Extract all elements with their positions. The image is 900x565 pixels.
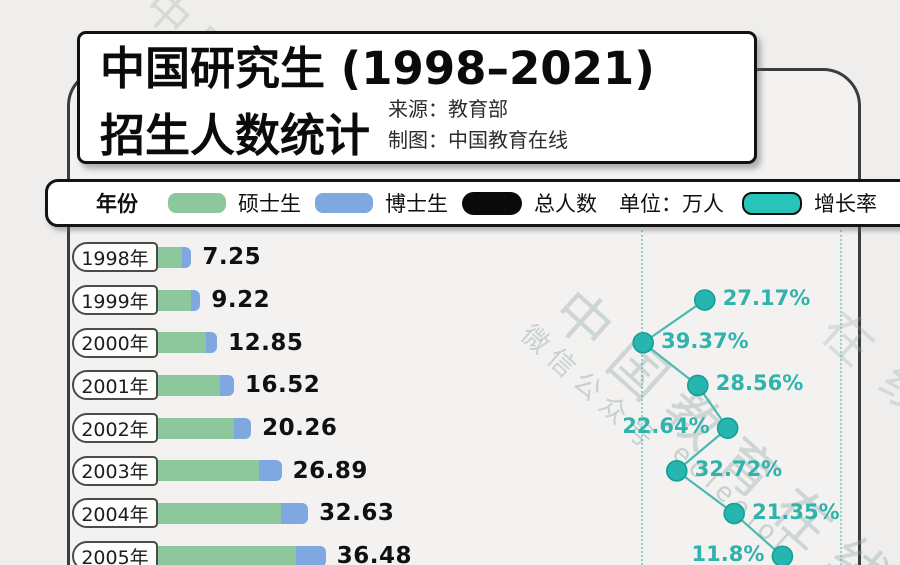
masters-bar-segment	[158, 246, 183, 268]
masters-bar-segment	[158, 545, 296, 565]
enrollment-bar	[158, 332, 218, 354]
bar-rows: 1998年 7.25 1999年 9.22 2000年 12.85 2001年 16.52 20…	[72, 236, 592, 565]
growth-label: 39.37%	[661, 328, 749, 353]
doctoral-swatch-icon	[315, 193, 373, 213]
doctoral-bar-segment	[220, 374, 234, 396]
year-pill: 2005年	[72, 541, 158, 565]
doctoral-bar-segment	[234, 417, 252, 439]
total-value: 36.48	[336, 543, 413, 565]
enrollment-bar	[158, 417, 252, 439]
enrollment-bar	[158, 289, 201, 311]
year-pill: 1999年	[72, 285, 158, 316]
table-row: 1998年 7.25	[72, 236, 592, 279]
year-pill: 2004年	[72, 498, 158, 529]
page-title-line-1: 中国研究生 (1998–2021)	[100, 42, 655, 95]
growth-guide-line-right	[840, 230, 842, 565]
masters-swatch-icon	[168, 193, 226, 213]
table-row: 2004年 32.63	[72, 492, 592, 535]
masters-bar-segment	[158, 289, 192, 311]
legend-year-label: 年份	[96, 192, 138, 216]
masters-bar-segment	[158, 502, 282, 524]
year-pill: 2003年	[72, 455, 158, 486]
year-pill: 2000年	[72, 327, 158, 358]
year-pill: 2002年	[72, 413, 158, 444]
doctoral-bar-segment	[295, 545, 326, 565]
credit-text: 制图：中国教育在线	[388, 128, 569, 153]
enrollment-bar	[158, 502, 309, 524]
total-value: 7.25	[202, 244, 262, 271]
growth-label: 27.17%	[722, 286, 811, 311]
doctoral-bar-segment	[206, 332, 218, 354]
total-value: 12.85	[228, 329, 304, 356]
table-row: 2003年 26.89	[72, 449, 592, 492]
growth-label: 32.72%	[694, 456, 783, 481]
growth-swatch-icon	[742, 191, 802, 215]
growth-label: 28.56%	[715, 371, 804, 396]
enrollment-bar	[158, 460, 282, 482]
masters-bar-segment	[158, 332, 207, 354]
title-box: 中国研究生 (1998–2021) 招生人数统计 来源：教育部 制图：中国教育在…	[77, 31, 757, 164]
growth-guide-line-left	[641, 230, 643, 565]
doctoral-bar-segment	[259, 460, 282, 482]
total-swatch-icon	[462, 191, 522, 215]
masters-bar-segment	[158, 460, 260, 482]
doctoral-bar-segment	[281, 502, 309, 524]
year-pill: 2001年	[72, 370, 158, 401]
legend-doctoral-label: 博士生	[385, 192, 448, 216]
growth-label: 11.8%	[691, 542, 765, 565]
legend-growth-label: 增长率	[814, 192, 877, 216]
total-value: 32.63	[319, 500, 395, 527]
doctoral-bar-segment	[191, 289, 201, 311]
masters-bar-segment	[158, 417, 235, 439]
legend-bar: 年份 硕士生 博士生 总人数 单位：万人 增长率	[45, 179, 900, 227]
unit-label: 单位：万人	[619, 192, 724, 216]
year-pill: 1998年	[72, 242, 158, 273]
table-row: 1999年 9.22	[72, 279, 592, 322]
total-value: 16.52	[244, 372, 321, 399]
total-value: 20.26	[262, 415, 338, 442]
source-text: 来源：教育部	[388, 97, 509, 122]
masters-bar-segment	[158, 374, 221, 396]
enrollment-bar	[158, 374, 234, 396]
total-value: 26.89	[292, 457, 368, 484]
growth-label: 21.35%	[752, 499, 840, 524]
doctoral-bar-segment	[182, 246, 192, 268]
growth-label: 22.64%	[622, 414, 710, 439]
total-value: 9.22	[211, 287, 271, 314]
table-row: 2002年 20.26	[72, 407, 592, 450]
table-row: 2000年 12.85	[72, 321, 592, 364]
enrollment-bar	[158, 545, 326, 565]
table-row: 2005年 36.48	[72, 535, 592, 565]
page-title-line-2: 招生人数统计	[100, 109, 371, 162]
enrollment-bar	[158, 246, 192, 268]
legend-total-label: 总人数	[534, 192, 597, 216]
legend-masters-label: 硕士生	[238, 192, 301, 216]
table-row: 2001年 16.52	[72, 364, 592, 407]
